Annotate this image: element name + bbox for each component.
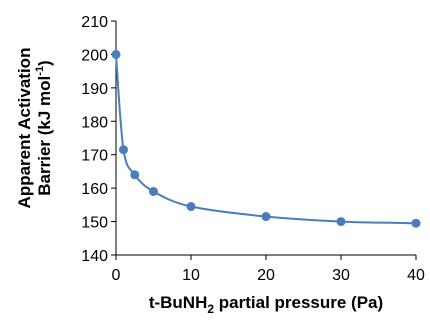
x-tick-label: 0 [112, 267, 121, 284]
y-tick-label: 160 [81, 181, 108, 198]
y-tick-label: 140 [81, 248, 108, 265]
x-axis-title-main: t-BuNH [149, 293, 208, 312]
data-point [130, 170, 140, 180]
data-point [336, 217, 346, 227]
x-tick-label: 10 [182, 267, 200, 284]
data-point [119, 145, 128, 155]
y-axis-title-line2-main: Barrier (kJ mol [35, 76, 54, 196]
data-point [149, 186, 158, 196]
data-point [261, 212, 271, 222]
x-ticks: 0 10 20 30 40 [112, 255, 425, 284]
y-tick-label: 210 [81, 14, 108, 31]
y-axis-title-line1: Apparent Activation [15, 48, 34, 209]
data-point [411, 218, 421, 228]
y-tick-label: 180 [81, 114, 108, 131]
y-axis-title-superscript: -1 [34, 66, 46, 76]
y-axis-title-line2: Barrier (kJ mol-1) [34, 60, 54, 195]
data-point [186, 202, 196, 212]
x-tick-label: 40 [407, 267, 425, 284]
x-tick-label: 20 [257, 267, 275, 284]
y-ticks: 140 150 160 170 180 190 200 210 [81, 14, 116, 265]
y-axis-title-line2-rest: ) [35, 60, 54, 66]
x-tick-label: 30 [332, 267, 350, 284]
y-tick-label: 200 [81, 47, 108, 64]
data-point [111, 49, 121, 59]
x-axis-title: t-BuNH2 partial pressure (Pa) [149, 293, 383, 316]
series-line [115, 54, 417, 225]
y-tick-label: 170 [81, 148, 108, 165]
x-axis-title-subscript: 2 [207, 302, 214, 316]
y-tick-label: 190 [81, 81, 108, 98]
y-tick-label: 150 [81, 215, 108, 232]
data-points [111, 49, 421, 228]
x-axis-title-rest: partial pressure (Pa) [214, 293, 383, 312]
